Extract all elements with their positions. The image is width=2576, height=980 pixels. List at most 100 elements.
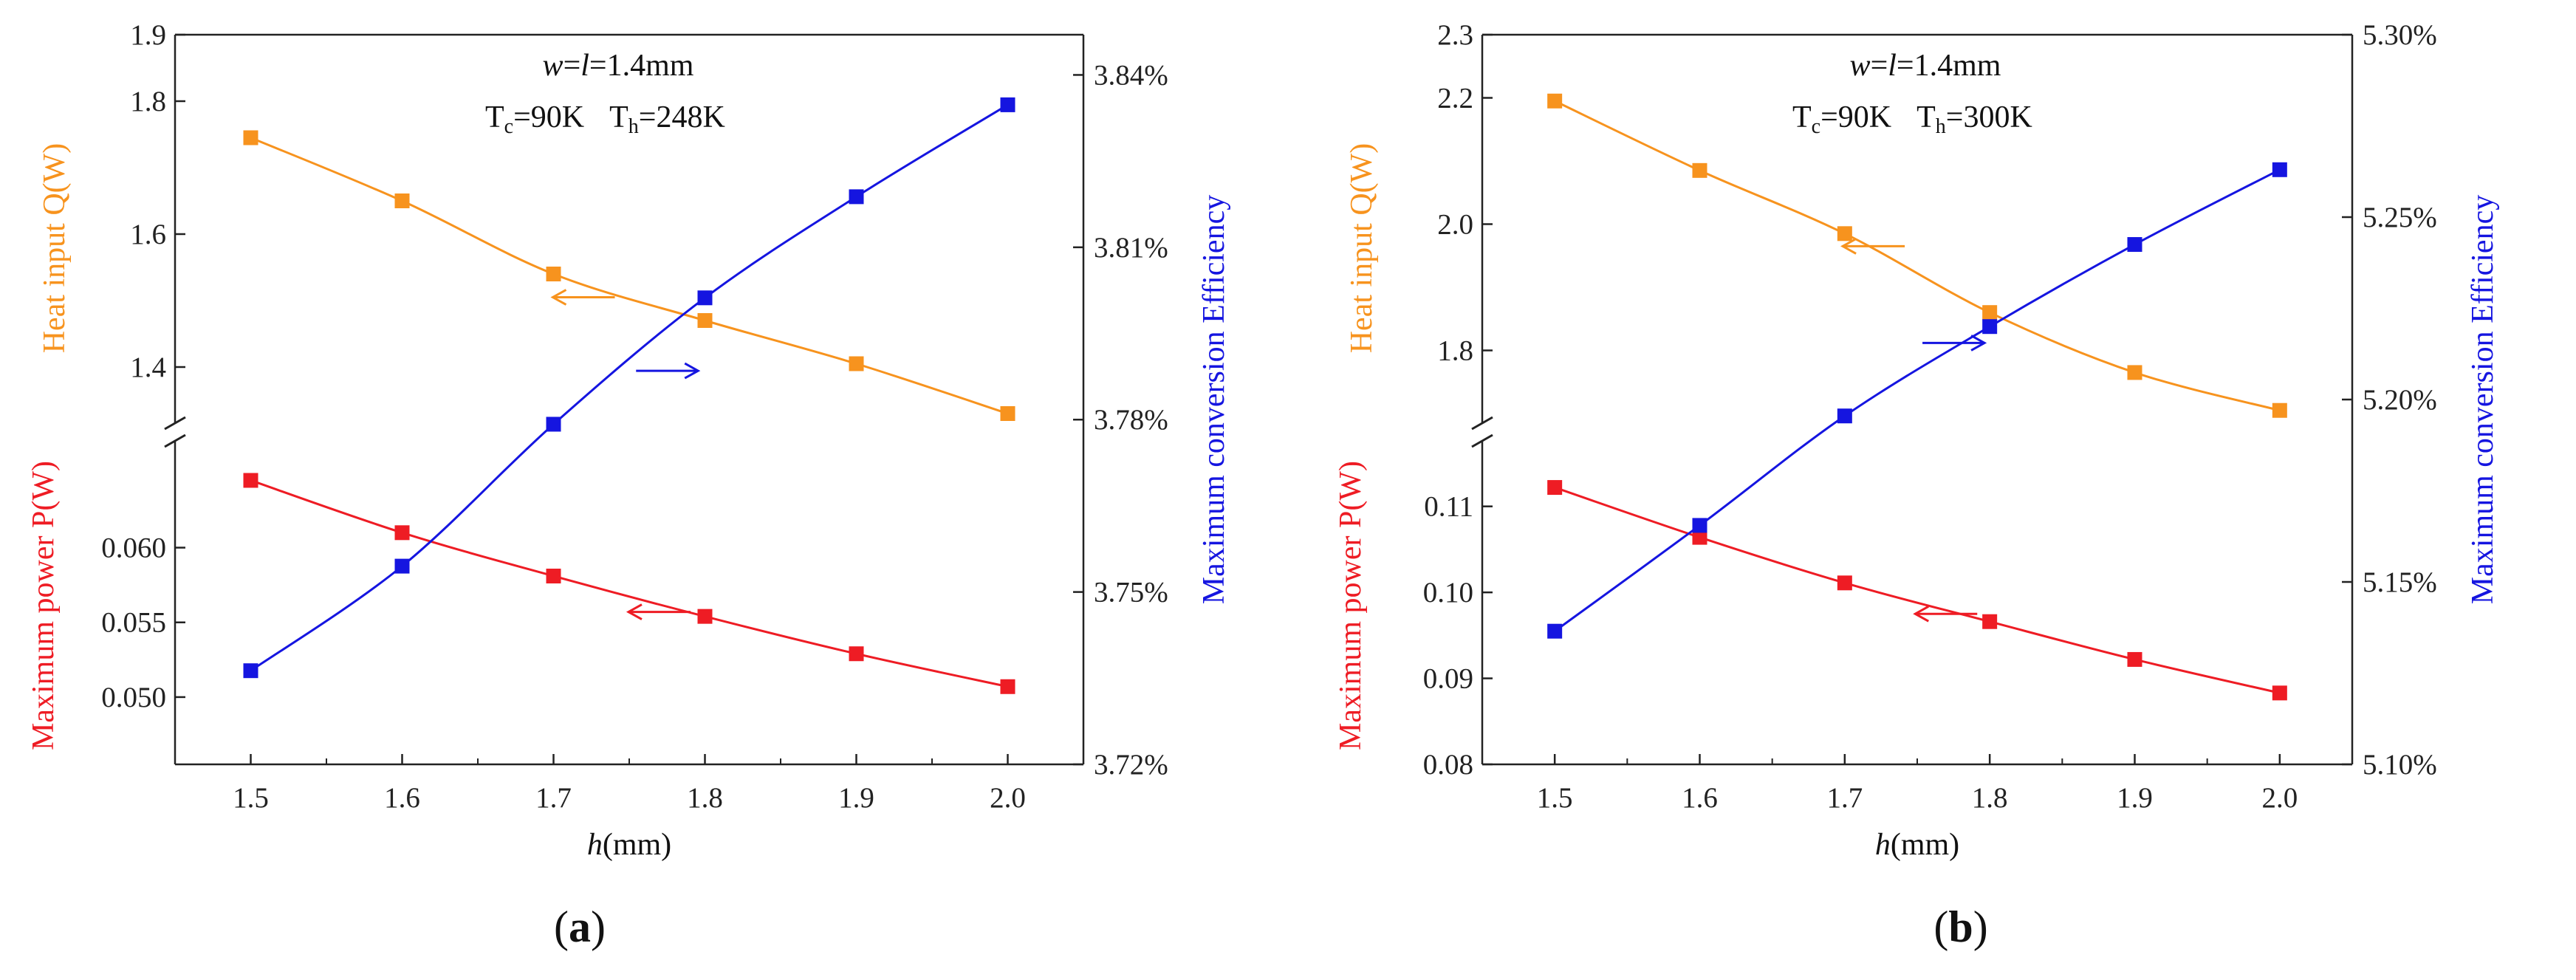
left-lower-tick-label: 0.055 [101, 607, 166, 639]
axis-break-mark [1471, 434, 1493, 448]
data-point-heat [2272, 402, 2287, 418]
series-line-power [1554, 486, 2281, 694]
series-line-heat [1554, 100, 2281, 412]
left-lower-tick-label: 0.060 [101, 532, 166, 564]
annotation-tc-value: =90K [1820, 100, 1891, 134]
annotation-tc-subscript: c [504, 115, 513, 138]
panel-label-close-paren: ) [591, 902, 606, 951]
chart-panel-a: 1.5 1.6 1.7 1.8 1.9 2.0 1.4 1.6 1.8 1.9 0.050 0.055… [27, 19, 1231, 951]
x-tick-label: 1.6 [1682, 782, 1718, 814]
annotation-w: w [1850, 49, 1871, 83]
left-upper-tick-label: 1.4 [130, 352, 166, 383]
left-lower-tick-label: 0.08 [1423, 749, 1473, 781]
annotation-tc-symbol: T [1792, 100, 1812, 134]
left-upper-tick-label: 2.0 [1437, 209, 1473, 241]
axis-arrow-head-efficiency [1970, 335, 1987, 352]
data-point-power [1692, 530, 1707, 545]
max-power-axis-title: Maximum power P(W) [27, 461, 61, 750]
efficiency-axis-title: Maximum conversion Efficiency [2466, 195, 2500, 604]
x-tick-label: 1.9 [838, 782, 874, 814]
right-tick-label: 3.72% [1094, 749, 1168, 781]
panel-label-open-paren: ( [554, 902, 569, 951]
efficiency-axis-title: Maximum conversion Efficiency [1197, 195, 1231, 604]
axis-arrow-head-power [1913, 605, 1929, 623]
right-tick-label: 3.84% [1094, 59, 1168, 91]
heat-input-axis-title: Heat input Q(W) [1345, 143, 1379, 354]
annotation-tc-subscript: c [1812, 115, 1820, 138]
annotation-dim-value: =1.4mm [589, 49, 694, 83]
annotation-th-value: =248K [639, 100, 725, 134]
annotation-l: l [1888, 49, 1897, 83]
right-tick-label: 3.78% [1094, 404, 1168, 436]
series-line-efficiency [250, 103, 1009, 672]
x-axis-title-unit: (mm) [1891, 828, 1959, 862]
data-point-heat [1837, 226, 1852, 241]
data-point-power [1837, 575, 1852, 591]
left-lower-tick-label: 0.10 [1423, 577, 1473, 609]
data-point-heat [1000, 406, 1015, 421]
right-tick-label: 5.15% [2363, 566, 2437, 598]
annotation-th-symbol: T [1916, 100, 1936, 134]
data-point-heat [546, 267, 561, 281]
x-tick-label: 1.8 [1972, 782, 2008, 814]
x-tick-label: 1.7 [1826, 782, 1863, 814]
panel-label-open-paren: ( [1933, 902, 1948, 951]
annotation-th-subscript: h [628, 115, 639, 138]
left-lower-tick-label: 0.050 [101, 682, 166, 713]
max-power-axis-title: Maximum power P(W) [1334, 461, 1368, 750]
data-point-heat [243, 130, 258, 145]
x-axis-title-symbol: h [1875, 828, 1891, 862]
left-upper-tick-label: 2.2 [1437, 83, 1473, 114]
data-point-efficiency [1692, 518, 1707, 533]
annotation-tc-symbol: T [485, 100, 504, 134]
x-axis-title: h(mm) [587, 828, 671, 862]
left-upper-tick-label: 2.3 [1437, 19, 1473, 51]
axis-arrow-head-heat [1840, 238, 1857, 255]
data-point-power [394, 525, 410, 541]
data-point-power [2127, 651, 2142, 667]
annotation-l: l [580, 49, 589, 83]
annotation-temperatures: Tc=90K Th=248K [485, 100, 725, 138]
panel-label-close-paren: ) [1973, 902, 1988, 951]
data-point-power [1547, 480, 1563, 496]
x-axis-title-unit: (mm) [603, 828, 671, 862]
x-tick-label: 1.5 [233, 782, 269, 814]
annotation-tc-value: =90K [513, 100, 584, 134]
left-lower-tick-label: 0.11 [1424, 491, 1473, 523]
right-tick-label: 5.20% [2363, 384, 2437, 416]
data-point-efficiency [697, 290, 713, 306]
axis-arrow-head-efficiency [684, 362, 701, 380]
x-axis-title-symbol: h [587, 828, 603, 862]
right-tick-label: 3.75% [1094, 577, 1168, 609]
data-point-power [1000, 679, 1015, 694]
annotation-th-subscript: h [1936, 115, 1946, 138]
annotation-w: w [543, 49, 564, 83]
x-tick-label: 1.6 [384, 782, 420, 814]
x-tick-label: 1.8 [687, 782, 723, 814]
data-point-heat [849, 356, 864, 371]
annotation-eq: = [564, 49, 581, 83]
data-point-heat [1692, 162, 1707, 178]
annotation-dim-value: =1.4mm [1897, 49, 2001, 83]
panel-label-letter: b [1948, 902, 1973, 951]
left-upper-tick-label: 1.8 [130, 86, 166, 117]
x-tick-label: 2.0 [990, 782, 1026, 814]
right-tick-label: 5.30% [2363, 19, 2437, 51]
left-upper-tick-label: 1.8 [1437, 335, 1473, 367]
x-axis-title: h(mm) [1875, 828, 1959, 862]
axis-break-mark [164, 434, 186, 448]
data-point-efficiency [1837, 408, 1852, 424]
chart-panel-b: 1.5 1.6 1.7 1.8 1.9 2.0 1.8 2.0 2.2 2.3 0.08 0.09 0.… [1334, 19, 2500, 951]
left-upper-tick-label: 1.9 [130, 19, 166, 51]
panel-label: (a) [554, 902, 606, 951]
panel-label-letter: a [569, 902, 591, 951]
series-line-efficiency [1554, 168, 2281, 632]
annotation-th-symbol: T [609, 100, 628, 134]
data-point-efficiency [2127, 237, 2142, 253]
series-line-power [250, 479, 1008, 688]
left-upper-tick-label: 1.6 [130, 219, 166, 250]
series-line-heat [250, 137, 1008, 415]
x-tick-label: 1.7 [535, 782, 572, 814]
data-point-efficiency [1547, 623, 1563, 639]
